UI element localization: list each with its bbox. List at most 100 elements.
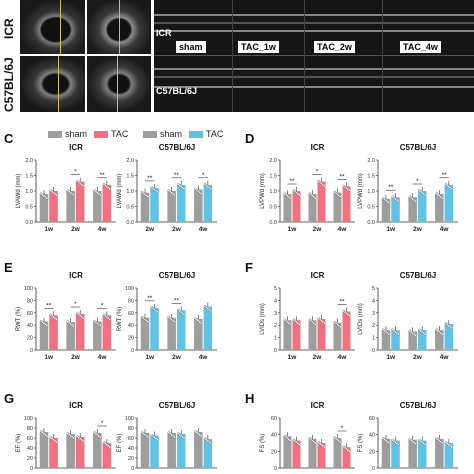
mmode-panel: ICR C57BL/6J sham TAC_1w TAC_2w TAC_4w <box>154 0 474 112</box>
bar-sham-8-2 <box>93 433 102 468</box>
dot-tac-8-1-2 <box>78 437 82 441</box>
dot-sham-4-2-2 <box>96 321 99 325</box>
category-label-4-0: 1w <box>44 354 54 361</box>
y-tick-label-0-1: 0.5 <box>25 205 33 211</box>
dot-sham-11-0-1 <box>383 438 386 441</box>
legend-icr: sham TAC <box>48 129 128 139</box>
dot-sham-9-1-2 <box>170 433 173 437</box>
y-tick-label-11-1: 20 <box>369 449 375 455</box>
bar-sham-0-1 <box>66 191 75 222</box>
dot-tac-4-2-3 <box>106 316 110 320</box>
dot-sham-9-1-3 <box>171 434 175 438</box>
dot-sham-5-0-1 <box>142 317 145 320</box>
mmode-label-tac-2w: TAC_2w <box>314 41 355 53</box>
category-label-3-1: 2w <box>413 226 423 233</box>
dot-sham-4-2-1 <box>94 320 98 324</box>
dot-sham-7-2-1 <box>436 329 440 333</box>
dot-tac-7-1-0 <box>418 328 421 332</box>
bar-tac-3-1 <box>417 191 427 222</box>
dot-tac-0-1-1 <box>77 181 81 184</box>
dot-tac-9-0-4 <box>156 438 159 441</box>
y-tick-label-6-0: 0 <box>274 348 277 354</box>
category-label-5-0: 1w <box>145 354 155 361</box>
dot-tac-3-2-4 <box>450 187 454 191</box>
bar-sham-10-1 <box>308 438 317 468</box>
dot-sham-5-0-0 <box>140 316 144 319</box>
dot-tac-6-2-4 <box>347 314 351 317</box>
y-tick-label-2-1: 0.5 <box>269 205 277 211</box>
dot-tac-9-1-2 <box>179 434 183 438</box>
dot-sham-7-0-4 <box>387 332 391 336</box>
bar-tac-1-2 <box>203 184 213 222</box>
sig-mark-2-0: ** <box>289 178 295 185</box>
dot-tac-0-1-3 <box>80 183 83 186</box>
dot-tac-7-1-3 <box>422 331 425 335</box>
category-label-2-0: 1w <box>288 226 298 233</box>
dot-tac-8-0-4 <box>55 440 58 444</box>
y-tick-label-7-0: 0 <box>372 348 375 354</box>
dot-sham-5-2-0 <box>194 317 197 320</box>
bar-tac-5-2 <box>203 306 213 350</box>
bar-tac-8-0 <box>49 438 58 468</box>
dot-sham-1-0-4 <box>146 195 150 198</box>
dot-sham-7-0-0 <box>381 328 385 332</box>
bar-sham-0-0 <box>39 194 49 222</box>
dot-tac-8-1-0 <box>76 435 79 438</box>
bar-tac-5-0 <box>150 307 159 350</box>
dot-sham-0-1-2 <box>69 191 72 195</box>
category-label-2-2: 4w <box>338 226 348 233</box>
dot-tac-11-2-3 <box>448 444 452 448</box>
dot-tac-1-2-2 <box>206 185 210 188</box>
chart-title-8: ICR <box>69 401 83 410</box>
dot-tac-10-0-4 <box>297 443 301 446</box>
dot-tac-2-2-4 <box>347 189 351 192</box>
dot-tac-11-0-0 <box>391 438 394 442</box>
dot-tac-7-0-4 <box>397 332 400 336</box>
category-label-1-1: 2w <box>172 226 182 233</box>
dot-sham-0-0-4 <box>45 196 49 200</box>
dot-tac-6-1-3 <box>321 320 325 324</box>
dot-tac-11-2-4 <box>450 445 454 449</box>
category-label-1-0: 2w <box>145 226 155 233</box>
category-label-3-2: 4w <box>440 226 450 233</box>
category-label-0-1: 2w <box>71 226 81 233</box>
dot-tac-2-1-4 <box>322 184 326 187</box>
dot-tac-2-1-1 <box>318 181 322 184</box>
y-tick-label-8-2: 40 <box>27 446 33 452</box>
y-tick-label-6-1: 1 <box>274 336 277 342</box>
bar-sham-10-0 <box>283 436 292 468</box>
bar-tac-10-0 <box>292 440 301 468</box>
dot-sham-5-2-2 <box>197 319 200 323</box>
dot-sham-3-2-3 <box>439 195 443 199</box>
dot-sham-5-2-3 <box>198 320 202 324</box>
bar-tac-1-0 <box>150 187 159 222</box>
dot-sham-1-2-4 <box>199 192 203 195</box>
sig-mark-4-2: * <box>101 302 104 309</box>
dot-sham-1-2-2 <box>197 189 200 193</box>
dot-tac-11-2-1 <box>446 442 449 446</box>
y-tick-label-5-4: 80 <box>128 298 134 304</box>
sig-mark-2-2: ** <box>339 173 345 180</box>
bar-tac-8-2 <box>102 443 112 468</box>
dot-sham-3-1-4 <box>414 199 417 203</box>
dot-sham-4-0-1 <box>41 320 44 324</box>
sig-mark-3-1: * <box>416 178 419 185</box>
dot-tac-9-0-0 <box>150 433 153 437</box>
dot-tac-6-0-4 <box>297 322 301 326</box>
panel-letter-g: G <box>4 391 15 406</box>
bar-tac-11-1 <box>417 440 427 468</box>
dot-sham-2-1-1 <box>309 193 313 197</box>
dot-tac-10-2-0 <box>342 445 346 449</box>
sig-mark-1-1: ** <box>174 172 180 179</box>
dot-tac-11-1-2 <box>420 440 424 444</box>
dot-sham-10-1-4 <box>313 441 317 445</box>
dot-sham-2-2-4 <box>338 195 342 198</box>
category-label-3-0: 1w <box>386 226 396 233</box>
dot-tac-8-2-0 <box>102 441 106 444</box>
sig-mark-1-0: ** <box>147 175 153 182</box>
dot-sham-0-1-1 <box>67 190 71 193</box>
y-tick-label-7-5: 5 <box>372 286 375 292</box>
y-tick-label-3-4: 2.0 <box>367 158 375 164</box>
dot-sham-2-1-3 <box>312 195 316 199</box>
legend-label-sham: sham <box>65 129 88 139</box>
